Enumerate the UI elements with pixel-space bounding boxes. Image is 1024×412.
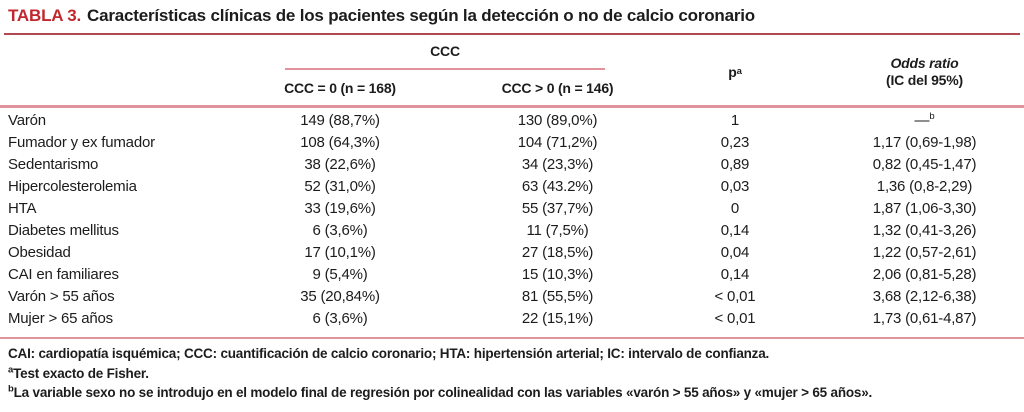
column-header-odds-ratio: Odds ratio (IC del 95%) xyxy=(825,38,1024,105)
table-row: Diabetes mellitus 6 (3,6%) 11 (7,5%) 0,1… xyxy=(0,220,1024,242)
table-row: CAI en familiares 9 (5,4%) 15 (10,3%) 0,… xyxy=(0,264,1024,286)
cell-odds-ratio: 1,32 (0,41-3,26) xyxy=(872,222,977,239)
table-body: Varón 149 (88,7%) 130 (89,0%) 1 —b Fumad… xyxy=(0,110,1024,330)
footnote-b: bLa variable sexo no se introdujo en el … xyxy=(8,383,1020,403)
cell-ccc1: 11 (7,5%) xyxy=(526,222,589,239)
table-row: HTA 33 (19,6%) 55 (37,7%) 0 1,87 (1,06-3… xyxy=(0,198,1024,220)
footnote-a: aTest exacto de Fisher. xyxy=(8,364,1020,384)
cell-ccc1: 104 (71,2%) xyxy=(517,134,598,151)
cell-p: 0,14 xyxy=(720,222,750,239)
cell-p: 0 xyxy=(730,200,740,217)
cell-ccc0: 9 (5,4%) xyxy=(312,266,368,283)
cell-ccc1: 34 (23,3%) xyxy=(521,156,594,173)
cell-ccc1: 27 (18,5%) xyxy=(521,244,594,261)
cell-p: < 0,01 xyxy=(714,310,756,327)
row-label: HTA xyxy=(8,200,37,217)
group-header-ccc: CCC xyxy=(245,38,645,70)
row-label: Sedentarismo xyxy=(8,156,99,173)
cell-ccc0: 33 (19,6%) xyxy=(304,200,376,217)
footnote-b-superscript: b xyxy=(8,383,14,395)
table-number: TABLA 3. xyxy=(8,6,82,25)
row-label: Diabetes mellitus xyxy=(8,222,119,239)
table-row: Varón 149 (88,7%) 130 (89,0%) 1 —b xyxy=(0,110,1024,132)
cell-ccc1: 55 (37,7%) xyxy=(521,200,594,217)
cell-ccc1: 81 (55,5%) xyxy=(521,288,594,305)
cell-odds-ratio: 1,36 (0,8-2,29) xyxy=(876,178,973,195)
group-header-label: CCC xyxy=(430,43,460,59)
table-row: Hipercolesterolemia 52 (31,0%) 63 (43.2%… xyxy=(0,176,1024,198)
cell-ccc0: 6 (3,6%) xyxy=(312,310,368,327)
header-divider xyxy=(0,105,1024,108)
cell-ccc0: 52 (31,0%) xyxy=(304,178,376,195)
cell-p: 0,23 xyxy=(720,134,750,151)
cell-odds-ratio: 1,87 (1,06-3,30) xyxy=(872,200,977,217)
footnotes: CAI: cardiopatía isquémica; CCC: cuantif… xyxy=(8,344,1020,403)
row-label: Varón xyxy=(8,112,46,129)
table-row: Fumador y ex fumador 108 (64,3%) 104 (71… xyxy=(0,132,1024,154)
row-label: CAI en familiares xyxy=(8,266,119,283)
cell-ccc0: 6 (3,6%) xyxy=(312,222,368,239)
column-header-ccc0: CCC = 0 (n = 168) xyxy=(284,79,396,96)
cell-ccc1: 22 (15,1%) xyxy=(521,310,594,327)
table-row: Mujer > 65 años 6 (3,6%) 22 (15,1%) < 0,… xyxy=(0,308,1024,330)
row-label: Obesidad xyxy=(8,244,71,261)
footer-divider xyxy=(0,337,1024,339)
p-header-label: p xyxy=(728,63,737,80)
footnote-abbreviations: CAI: cardiopatía isquémica; CCC: cuantif… xyxy=(8,346,770,361)
table-header: CCC CCC = 0 (n = 168) CCC > 0 (n = 146) … xyxy=(0,38,1024,105)
row-label: Varón > 55 años xyxy=(8,288,115,305)
title-divider xyxy=(4,33,1020,35)
cell-ccc0: 149 (88,7%) xyxy=(300,112,380,129)
cell-ccc1: 130 (89,0%) xyxy=(517,112,598,129)
column-header-ccc1: CCC > 0 (n = 146) xyxy=(501,79,614,96)
row-label: Hipercolesterolemia xyxy=(8,178,137,195)
cell-odds-ratio: 1,17 (0,69-1,98) xyxy=(872,134,977,151)
footnote-b-text: La variable sexo no se introdujo en el m… xyxy=(13,385,873,400)
cell-p: 0,03 xyxy=(720,178,750,195)
cell-odds-ratio: 0,82 (0,45-1,47) xyxy=(872,156,977,173)
odds-ratio-value: — xyxy=(914,112,930,129)
odds-ratio-header-line1: Odds ratio xyxy=(890,54,959,71)
footnote-a-text: Test exacto de Fisher. xyxy=(13,365,149,381)
row-label: Fumador y ex fumador xyxy=(8,134,155,151)
cell-odds-ratio: 3,68 (2,12-6,38) xyxy=(872,288,977,305)
odds-ratio-superscript: b xyxy=(929,111,935,122)
group-header-underline xyxy=(285,68,605,70)
cell-ccc0: 17 (10,1%) xyxy=(304,244,376,261)
table-title: TABLA 3. Características clínicas de los … xyxy=(8,6,755,26)
odds-ratio-header-line2: (IC del 95%) xyxy=(886,71,963,88)
cell-ccc0: 108 (64,3%) xyxy=(300,134,380,151)
table-row: Varón > 55 años 35 (20,84%) 81 (55,5%) <… xyxy=(0,286,1024,308)
table-caption: Características clínicas de los paciente… xyxy=(87,6,755,25)
table-row: Sedentarismo 38 (22,6%) 34 (23,3%) 0,89 … xyxy=(0,154,1024,176)
cell-odds-ratio: —b xyxy=(825,110,1024,132)
cell-odds-ratio: 1,22 (0,57-2,61) xyxy=(872,244,977,261)
cell-p: 0,89 xyxy=(720,156,750,173)
row-label: Mujer > 65 años xyxy=(8,310,113,327)
cell-ccc0: 38 (22,6%) xyxy=(304,156,376,173)
cell-p: 1 xyxy=(730,112,740,129)
table-row: Obesidad 17 (10,1%) 27 (18,5%) 0,04 1,22… xyxy=(0,242,1024,264)
cell-odds-ratio: 1,73 (0,61-4,87) xyxy=(872,310,977,327)
cell-ccc1: 15 (10,3%) xyxy=(521,266,594,283)
cell-p: 0,04 xyxy=(720,244,750,261)
footnote-a-superscript: a xyxy=(8,364,14,375)
cell-p: 0,14 xyxy=(720,266,750,283)
cell-p: < 0,01 xyxy=(714,288,756,305)
cell-odds-ratio: 2,06 (0,81-5,28) xyxy=(872,266,977,283)
cell-ccc1: 63 (43.2%) xyxy=(521,178,594,195)
cell-ccc0: 35 (20,84%) xyxy=(300,288,380,305)
